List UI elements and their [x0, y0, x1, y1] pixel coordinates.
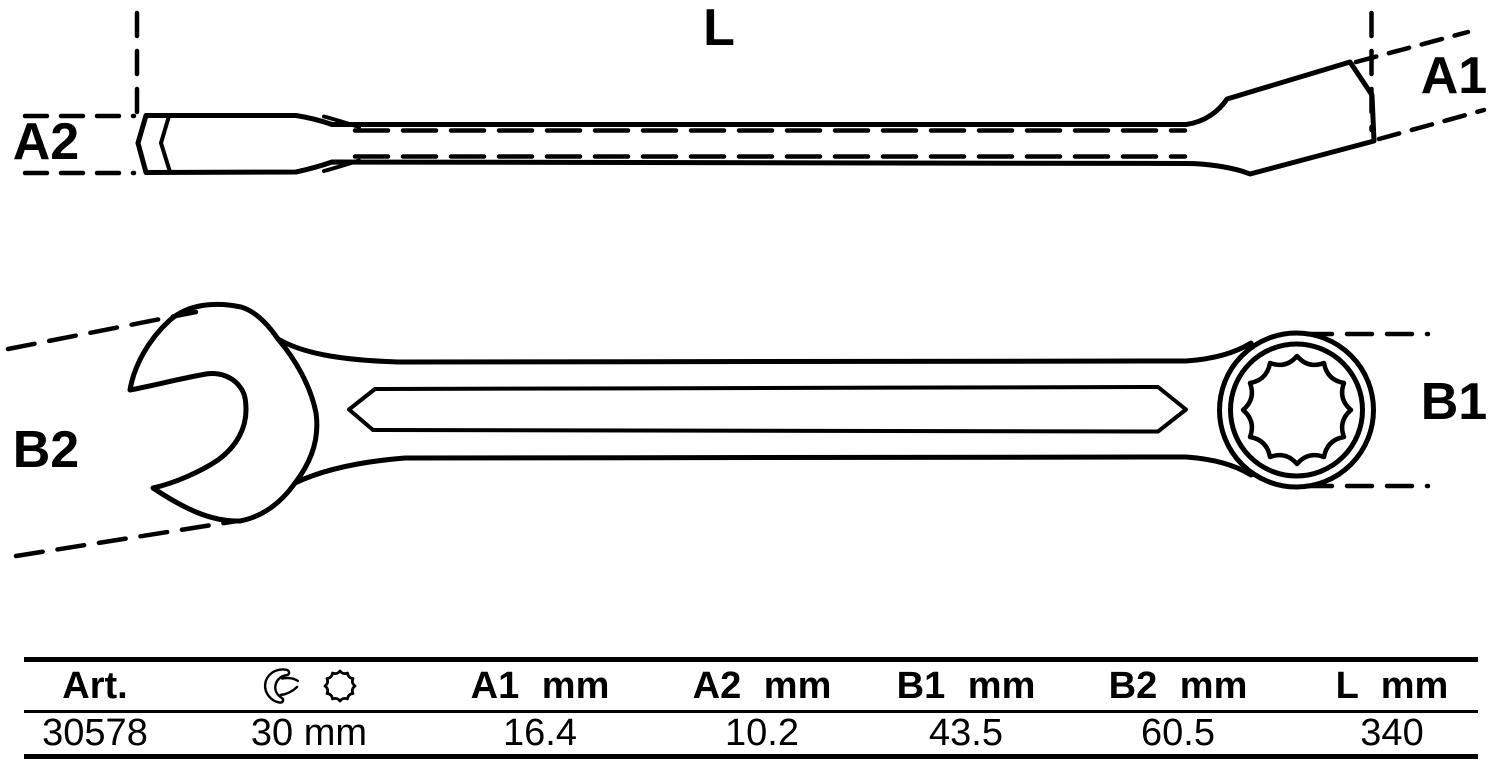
side-view-lip-top — [322, 114, 361, 129]
plan-view-shaft-bottom-edge — [292, 454, 1254, 486]
header-a1: A1 mm — [470, 665, 610, 707]
value-a1: 16.4 — [503, 712, 577, 754]
header-length: L mm — [1335, 665, 1449, 707]
value-length: 340 — [1360, 712, 1424, 754]
value-b2: 60.5 — [1141, 712, 1215, 754]
plan-view-shaft-top-edge — [275, 336, 1254, 365]
header-a2: A2 mm — [692, 665, 832, 707]
table-rule-top — [24, 657, 1478, 662]
plan-view-shaft-panel — [347, 385, 1188, 434]
value-b1: 43.5 — [929, 712, 1003, 754]
dimension-lines — [5, 10, 1487, 559]
header-b1: B1 mm — [896, 665, 1036, 707]
side-view-lip-bottom — [322, 158, 361, 173]
12-point-ring-icon — [323, 669, 357, 703]
plan-view-12pt-socket — [1240, 353, 1354, 467]
plan-view-ring-outer — [1217, 330, 1376, 490]
header-size-icons — [244, 662, 374, 710]
dimension-label-a2: A2 — [12, 113, 80, 171]
plan-view-open-end-head — [127, 301, 320, 524]
side-view-drawing — [135, 59, 1377, 177]
dimension-label-a1: A1 — [1420, 47, 1488, 105]
value-art-number: 30578 — [42, 712, 148, 754]
table-rule-middle — [24, 710, 1478, 713]
dimension-label-length: L — [703, 0, 735, 57]
value-size: 30 mm — [250, 712, 368, 754]
plan-view-drawing — [127, 301, 1376, 524]
side-view-outline — [135, 59, 1377, 177]
table-rule-bottom — [24, 754, 1478, 759]
header-art: Art. — [62, 665, 128, 707]
value-a2: 10.2 — [725, 712, 799, 754]
side-view-face-chamfer — [159, 114, 172, 174]
a1-extension-top — [1353, 29, 1471, 65]
open-end-wrench-icon — [263, 668, 299, 704]
dimension-label-b1: B1 — [1420, 373, 1488, 431]
a1-extension-bottom — [1376, 107, 1487, 142]
header-b2: B2 mm — [1108, 665, 1248, 707]
dimension-label-b2: B2 — [12, 421, 80, 479]
b2-extension-bottom — [13, 518, 240, 559]
plan-view-ring-inner — [1228, 341, 1365, 479]
b2-extension-top — [5, 309, 199, 352]
